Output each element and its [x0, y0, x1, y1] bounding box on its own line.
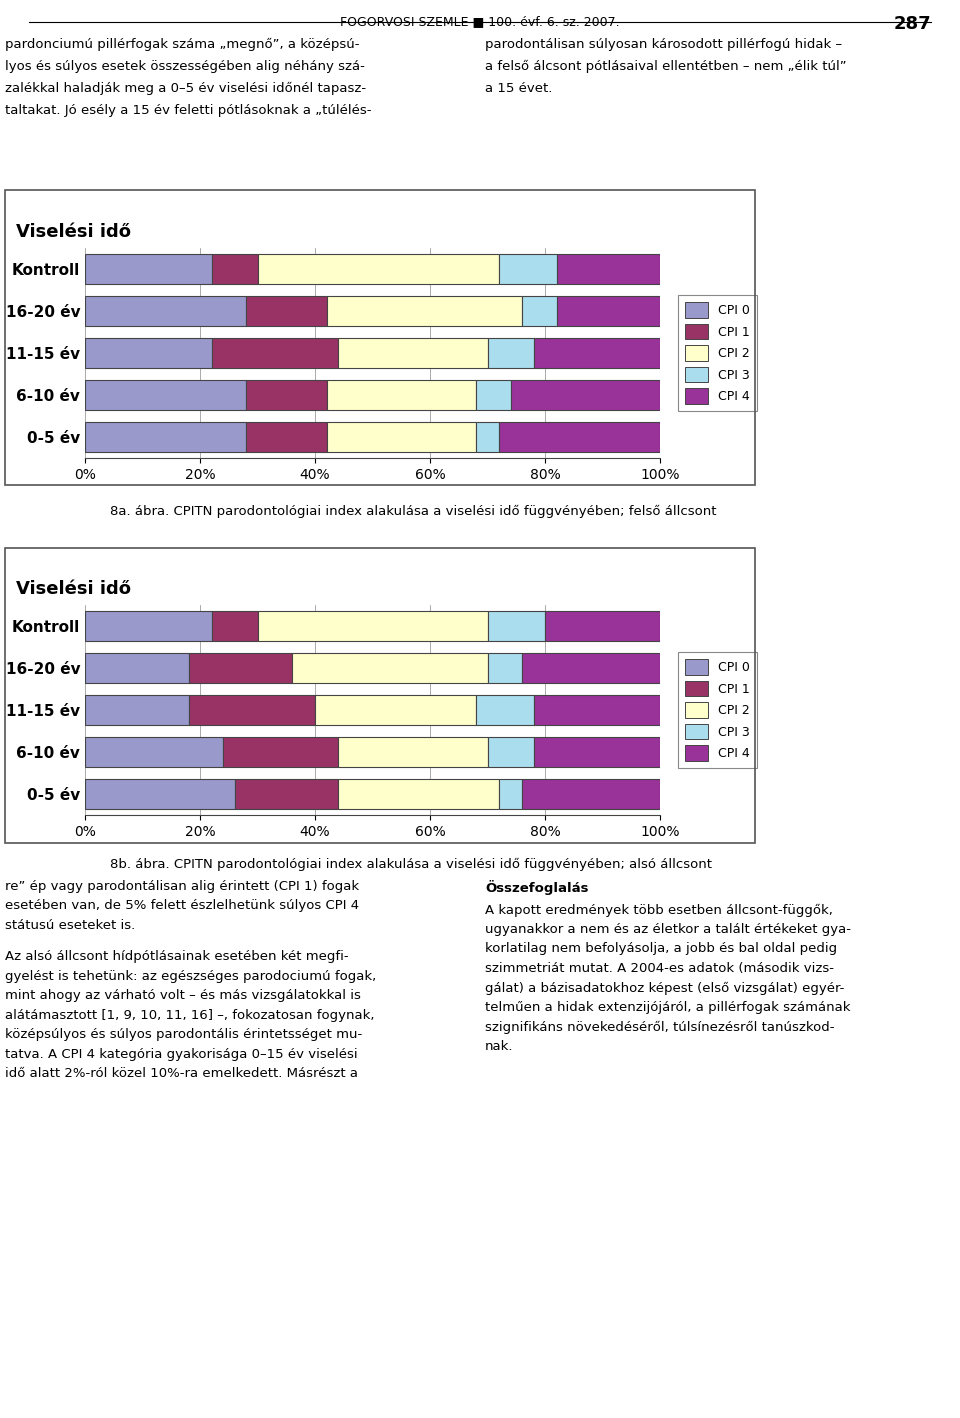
- Bar: [522, 652, 660, 683]
- Legend: CPI 0, CPI 1, CPI 2, CPI 3, CPI 4: CPI 0, CPI 1, CPI 2, CPI 3, CPI 4: [678, 652, 757, 769]
- Bar: [85, 695, 188, 725]
- Text: Viselési idő: Viselési idő: [16, 223, 131, 241]
- Bar: [257, 611, 488, 641]
- Text: a 15 évet.: a 15 évet.: [485, 82, 552, 95]
- Text: 8a. ábra. CPITN parodontológiai index alakulása a viselési idő függvényében; fel: 8a. ábra. CPITN parodontológiai index al…: [110, 505, 716, 518]
- Bar: [326, 296, 522, 326]
- Bar: [557, 254, 660, 284]
- Text: taltakat. Jó esély a 15 év feletti pótlásoknak a „túlélés-: taltakat. Jó esély a 15 év feletti pótlá…: [5, 104, 372, 118]
- Bar: [211, 337, 338, 369]
- Bar: [499, 778, 522, 810]
- Text: tatva. A CPI 4 kategória gyakorisága 0–15 év viselési: tatva. A CPI 4 kategória gyakorisága 0–1…: [5, 1048, 358, 1061]
- Text: gálat) a bázisadatokhoz képest (első vizsgálat) egyér-: gálat) a bázisadatokhoz képest (első viz…: [485, 981, 845, 994]
- Text: Összefoglalás: Összefoglalás: [485, 881, 588, 895]
- Bar: [488, 611, 545, 641]
- Bar: [488, 737, 534, 767]
- Bar: [234, 778, 338, 810]
- Text: gyelést is tehetünk: az egészséges parodociumú fogak,: gyelést is tehetünk: az egészséges parod…: [5, 970, 376, 983]
- Bar: [315, 695, 476, 725]
- Bar: [85, 337, 211, 369]
- Text: A kapott eredmények több esetben állcsont-függők,: A kapott eredmények több esetben állcson…: [485, 903, 833, 916]
- Bar: [534, 737, 660, 767]
- Bar: [338, 337, 488, 369]
- Bar: [499, 423, 660, 452]
- Bar: [476, 423, 499, 452]
- Text: 8b. ábra. CPITN parodontológiai index alakulása a viselési idő függvényében; als: 8b. ábra. CPITN parodontológiai index al…: [110, 858, 712, 871]
- Text: a felső álcsont pótlásaival ellentétben – nem „élik túl”: a felső álcsont pótlásaival ellentétben …: [485, 60, 847, 74]
- Text: esetében van, de 5% felett észlelhetünk súlyos CPI 4: esetében van, de 5% felett észlelhetünk …: [5, 899, 359, 913]
- Bar: [85, 423, 246, 452]
- Bar: [476, 380, 511, 410]
- Bar: [246, 423, 326, 452]
- Bar: [499, 254, 557, 284]
- Bar: [211, 254, 257, 284]
- Bar: [211, 611, 257, 641]
- Text: telműen a hidak extenzijójáról, a pillérfogak számának: telműen a hidak extenzijójáról, a pillér…: [485, 1001, 851, 1014]
- Bar: [338, 737, 488, 767]
- Bar: [557, 296, 660, 326]
- Bar: [511, 380, 660, 410]
- Text: Viselési idő: Viselési idő: [16, 580, 131, 598]
- Bar: [488, 337, 534, 369]
- Bar: [534, 337, 660, 369]
- Text: FOGORVOSI SZEMLE ■ 100. évf. 6. sz. 2007.: FOGORVOSI SZEMLE ■ 100. évf. 6. sz. 2007…: [340, 16, 620, 28]
- Bar: [246, 380, 326, 410]
- Text: 287: 287: [894, 16, 931, 33]
- Bar: [246, 296, 326, 326]
- Text: nak.: nak.: [485, 1039, 514, 1054]
- Text: középsúlyos és súlyos parodontális érintetsséget mu-: középsúlyos és súlyos parodontális érint…: [5, 1028, 362, 1041]
- Bar: [476, 695, 534, 725]
- Text: szignifikáns növekedéséről, túlsínezésről tanúszkod-: szignifikáns növekedéséről, túlsínezésrő…: [485, 1021, 834, 1034]
- Text: szimmetriát mutat. A 2004-es adatok (második vizs-: szimmetriát mutat. A 2004-es adatok (más…: [485, 961, 834, 976]
- Bar: [534, 695, 660, 725]
- Legend: CPI 0, CPI 1, CPI 2, CPI 3, CPI 4: CPI 0, CPI 1, CPI 2, CPI 3, CPI 4: [678, 295, 757, 411]
- Bar: [85, 652, 188, 683]
- Text: re” ép vagy parodontálisan alig érintett (CPI 1) fogak: re” ép vagy parodontálisan alig érintett…: [5, 881, 359, 893]
- Text: idő alatt 2%-ról közel 10%-ra emelkedett. Másrészt a: idő alatt 2%-ról közel 10%-ra emelkedett…: [5, 1068, 358, 1081]
- Text: mint ahogy az várható volt – és más vizsgálatokkal is: mint ahogy az várható volt – és más vizs…: [5, 990, 361, 1003]
- Text: lyos és súlyos esetek összességében alig néhány szá-: lyos és súlyos esetek összességében alig…: [5, 60, 365, 72]
- Bar: [85, 254, 211, 284]
- Text: korlatilag nem befolyásolja, a jobb és bal oldal pedig: korlatilag nem befolyásolja, a jobb és b…: [485, 943, 837, 956]
- Bar: [85, 380, 246, 410]
- Text: pardonciumú pillérfogak száma „megnő”, a középsú-: pardonciumú pillérfogak száma „megnő”, a…: [5, 38, 359, 51]
- Text: parodontálisan súlyosan károsodott pillérfogú hidak –: parodontálisan súlyosan károsodott pillé…: [485, 38, 842, 51]
- Bar: [488, 652, 522, 683]
- Text: Az alsó állcsont hídpótlásainak esetében két megfi-: Az alsó állcsont hídpótlásainak esetében…: [5, 950, 348, 963]
- Bar: [188, 695, 315, 725]
- Bar: [338, 778, 499, 810]
- Bar: [223, 737, 338, 767]
- Bar: [522, 778, 660, 810]
- Bar: [188, 652, 292, 683]
- Bar: [85, 611, 211, 641]
- Bar: [522, 296, 557, 326]
- Bar: [85, 296, 246, 326]
- Text: ugyanakkor a nem és az életkor a talált értékeket gya-: ugyanakkor a nem és az életkor a talált …: [485, 923, 851, 936]
- Bar: [545, 611, 660, 641]
- Text: zalékkal haladják meg a 0–5 év viselési időnél tapasz-: zalékkal haladják meg a 0–5 év viselési …: [5, 82, 366, 95]
- Bar: [257, 254, 499, 284]
- Bar: [326, 423, 476, 452]
- Bar: [85, 778, 234, 810]
- Text: státusú eseteket is.: státusú eseteket is.: [5, 919, 135, 932]
- Bar: [85, 737, 223, 767]
- Text: alátámasztott [1, 9, 10, 11, 16] –, fokozatosan fogynak,: alátámasztott [1, 9, 10, 11, 16] –, foko…: [5, 1008, 374, 1022]
- Bar: [292, 652, 488, 683]
- Bar: [326, 380, 476, 410]
